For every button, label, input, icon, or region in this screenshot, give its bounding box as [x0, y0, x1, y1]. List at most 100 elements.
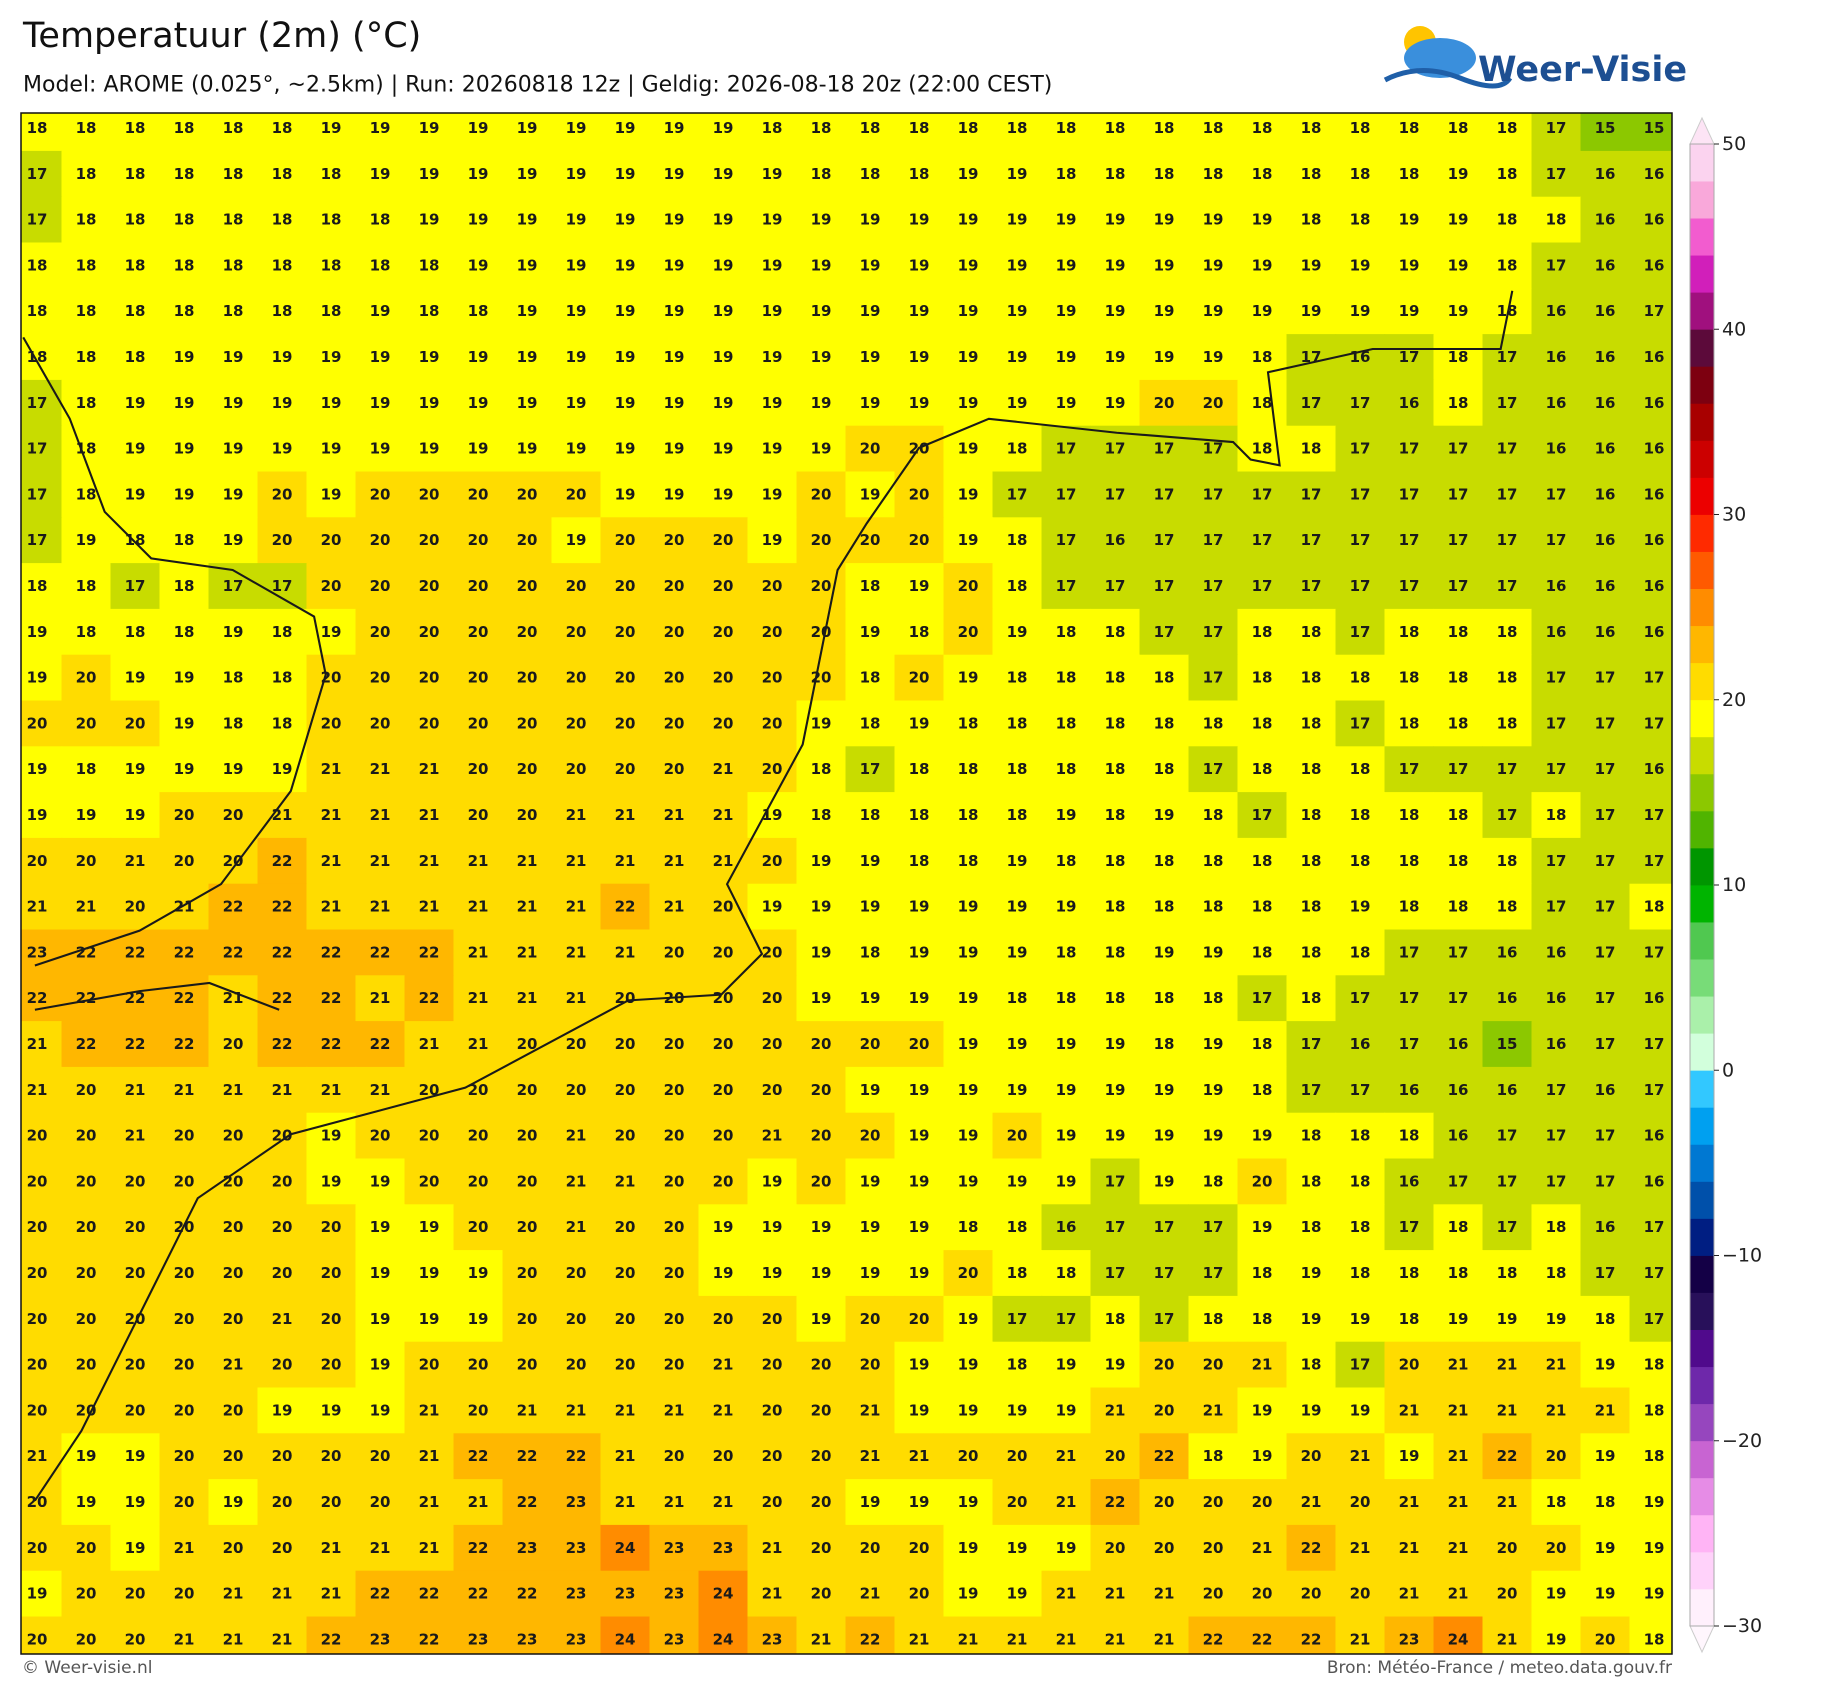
temperature-label: 17: [1105, 1264, 1126, 1282]
temperature-label: 19: [1644, 1539, 1665, 1557]
temperature-label: 22: [321, 1035, 342, 1053]
temperature-cell: [1286, 288, 1337, 335]
temperature-label: 20: [566, 1264, 587, 1282]
temperature-cell: [551, 563, 602, 610]
temperature-label: 19: [1007, 943, 1028, 961]
temperature-label: 19: [909, 943, 930, 961]
temperature-cell: [1090, 150, 1141, 198]
temperature-label: 20: [76, 1356, 97, 1374]
temperature-label: 19: [1448, 211, 1469, 229]
temperature-cell: [845, 883, 896, 931]
temperature-cell: [1335, 563, 1386, 610]
temperature-cell: [502, 1250, 553, 1297]
temperature-label: 19: [419, 1218, 440, 1236]
temperature-label: 16: [1497, 1081, 1518, 1099]
temperature-label: 17: [1497, 485, 1518, 503]
temperature-cell: [502, 1570, 553, 1618]
temperature-cell: [1139, 196, 1190, 244]
temperature-label: 21: [566, 898, 587, 916]
temperature-label: 16: [1644, 531, 1665, 549]
temperature-cell: [1041, 700, 1092, 747]
temperature-cell: [943, 792, 994, 839]
temperature-label: 18: [1154, 760, 1175, 778]
temperature-label: 19: [811, 256, 832, 274]
temperature-cell: [649, 1433, 700, 1480]
temperature-label: 20: [1154, 1539, 1175, 1557]
temperature-label: 19: [1105, 394, 1126, 412]
temperature-cell: [600, 1204, 651, 1251]
temperature-cell: [845, 746, 896, 793]
temperature-label: 21: [1056, 1493, 1077, 1511]
temperature-label: 17: [1105, 440, 1126, 458]
temperature-label: 17: [1252, 806, 1273, 824]
temperature-label: 18: [76, 394, 97, 412]
temperature-cell: [61, 1524, 112, 1572]
temperature-label: 20: [223, 1127, 244, 1145]
temperature-cell: [698, 1433, 749, 1480]
temperature-label: 20: [272, 1172, 293, 1190]
temperature-label: 18: [272, 256, 293, 274]
temperature-cell: [1041, 1250, 1092, 1297]
temperature-cell: [306, 1021, 357, 1068]
temperature-cell: [1433, 242, 1484, 289]
temperature-label: 18: [1301, 211, 1322, 229]
temperature-cell: [159, 196, 210, 244]
temperature-cell: [894, 1204, 945, 1251]
temperature-label: 21: [1056, 1630, 1077, 1648]
temperature-label: 19: [762, 394, 783, 412]
temperature-cell: [1335, 837, 1386, 885]
temperature-cell: [502, 792, 553, 839]
temperature-cell: [110, 608, 161, 656]
temperature-cell: [159, 113, 210, 152]
temperature-cell: [306, 1204, 357, 1251]
temperature-label: 18: [1203, 165, 1224, 183]
temperature-cell: [61, 563, 112, 610]
temperature-cell: [649, 1204, 700, 1251]
temperature-cell: [159, 1204, 210, 1251]
temperature-cell: [1335, 1341, 1386, 1389]
temperature-cell: [1139, 334, 1190, 381]
temperature-cell: [649, 1387, 700, 1434]
temperature-cell: [1580, 1021, 1631, 1068]
temperature-label: 18: [1252, 760, 1273, 778]
temperature-label: 18: [76, 256, 97, 274]
temperature-cell: [992, 929, 1043, 976]
temperature-label: 16: [1546, 394, 1567, 412]
temperature-label: 18: [909, 852, 930, 870]
temperature-label: 20: [860, 1539, 881, 1557]
temperature-cell: [1188, 334, 1239, 381]
colorbar-swatch: [1690, 1292, 1714, 1330]
temperature-label: 19: [1056, 211, 1077, 229]
temperature-label: 22: [76, 943, 97, 961]
temperature-cell: [1139, 1158, 1190, 1205]
temperature-cell: [1384, 654, 1435, 702]
temperature-cell: [61, 1387, 112, 1434]
temperature-cell: [1188, 1112, 1239, 1160]
temperature-label: 19: [713, 302, 734, 320]
temperature-cell: [845, 1066, 896, 1114]
temperature-label: 18: [1301, 989, 1322, 1007]
temperature-cell: [502, 1066, 553, 1114]
temperature-cell: [943, 1524, 994, 1572]
temperature-cell: [61, 1295, 112, 1343]
temperature-label: 21: [370, 989, 391, 1007]
temperature-cell: [355, 1250, 406, 1297]
temperature-cell: [600, 608, 651, 656]
temperature-label: 20: [517, 1264, 538, 1282]
temperature-cell: [600, 1341, 651, 1389]
temperature-cell: [1580, 1158, 1631, 1205]
colorbar-swatch: [1690, 551, 1714, 589]
temperature-label: 22: [615, 898, 636, 916]
temperature-label: 18: [174, 577, 195, 595]
temperature-label: 20: [1007, 1493, 1028, 1511]
temperature-label: 20: [27, 1310, 48, 1328]
temperature-label: 18: [1203, 898, 1224, 916]
temperature-cell: [1482, 1066, 1533, 1114]
temperature-label: 20: [1252, 1493, 1273, 1511]
temperature-cell: [551, 929, 602, 976]
temperature-cell: [306, 1066, 357, 1114]
temperature-cell: [21, 883, 63, 931]
temperature-cell: [845, 288, 896, 335]
temperature-cell: [747, 471, 798, 518]
temperature-label: 20: [517, 485, 538, 503]
